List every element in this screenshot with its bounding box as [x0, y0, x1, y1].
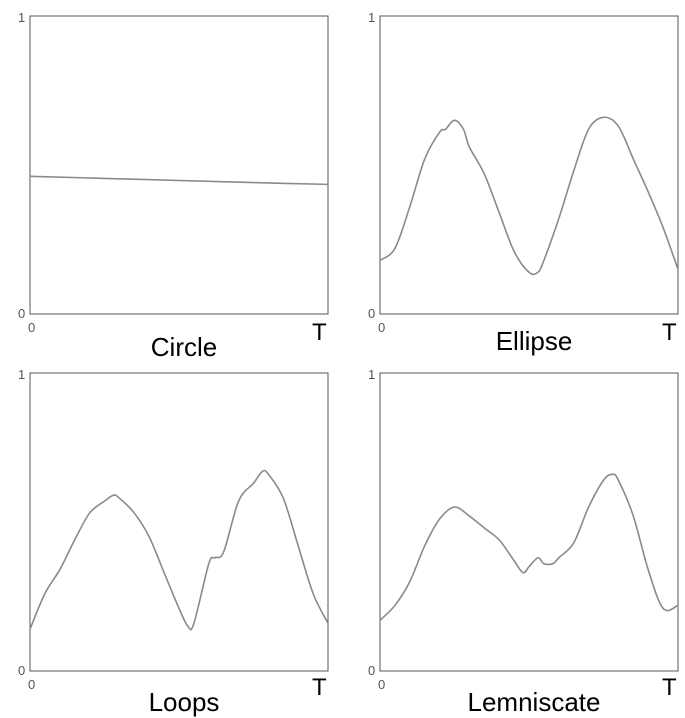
- x-tick-label-end: T: [662, 674, 677, 701]
- y-tick-label-bottom: 0: [18, 306, 25, 321]
- x-tick-label-end: T: [662, 319, 677, 346]
- y-tick-label-bottom: 0: [368, 663, 375, 678]
- plot-frame: [379, 372, 679, 672]
- x-tick-label-end: T: [312, 674, 327, 701]
- x-tick-label-start: 0: [378, 320, 385, 335]
- x-tick-label-start: 0: [378, 677, 385, 692]
- plot-frame: [29, 372, 329, 672]
- series-line: [379, 116, 679, 276]
- panel-title: Lemniscate: [468, 687, 601, 717]
- panel-title: Ellipse: [496, 326, 573, 356]
- series-line: [29, 469, 329, 631]
- panel-circle: 1 00 T Circle: [18, 10, 329, 362]
- y-tick-label-top: 1: [368, 10, 375, 25]
- series-line: [29, 175, 329, 186]
- series-line: [379, 473, 679, 621]
- panel-title: Loops: [149, 687, 220, 717]
- panel-ellipse: 1 00 T Ellipse: [368, 10, 679, 356]
- plot-frame: [29, 15, 329, 315]
- plot-frame: [379, 15, 679, 315]
- y-tick-label-top: 1: [18, 10, 25, 25]
- panel-title: Circle: [151, 332, 217, 362]
- y-tick-label-bottom: 0: [368, 306, 375, 321]
- panel-lemniscate: 1 00 T Lemniscate: [368, 367, 679, 717]
- x-tick-label-start: 0: [28, 320, 35, 335]
- y-tick-label-bottom: 0: [18, 663, 25, 678]
- y-tick-label-top: 1: [368, 367, 375, 382]
- y-tick-label-top: 1: [18, 367, 25, 382]
- x-tick-label-start: 0: [28, 677, 35, 692]
- x-tick-label-end: T: [312, 319, 327, 346]
- panel-loops: 1 00 T Loops: [18, 367, 329, 717]
